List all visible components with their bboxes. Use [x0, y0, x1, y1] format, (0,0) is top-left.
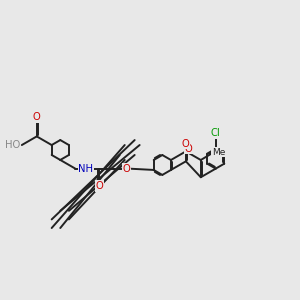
Text: Cl: Cl: [211, 128, 220, 138]
Text: O: O: [33, 112, 40, 122]
Text: O: O: [185, 143, 193, 154]
Text: NH: NH: [78, 164, 93, 174]
Text: O: O: [95, 181, 103, 191]
Text: HO: HO: [5, 140, 20, 150]
Text: Me: Me: [212, 148, 225, 157]
Text: O: O: [182, 139, 190, 148]
Text: O: O: [122, 164, 130, 174]
